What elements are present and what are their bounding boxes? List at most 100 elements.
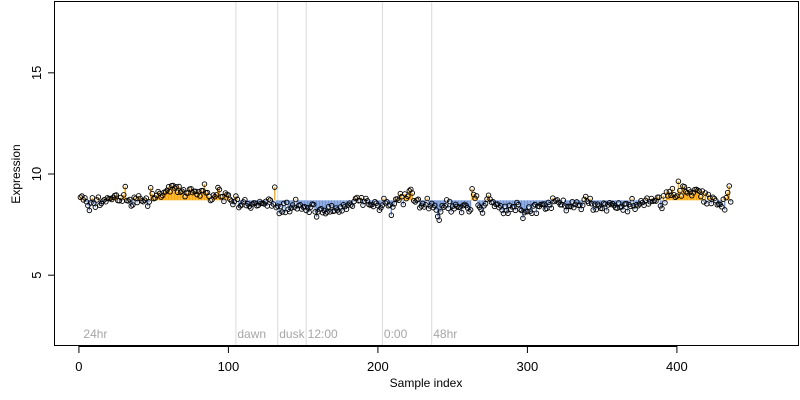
- data-point: [515, 201, 522, 208]
- data-point: [696, 188, 703, 194]
- data-point: [396, 197, 402, 204]
- y-tick-label: 15: [29, 66, 44, 80]
- plot-frame: [54, 1, 799, 346]
- data-point: [209, 196, 215, 203]
- data-point: [321, 207, 327, 214]
- data-point: [283, 199, 290, 206]
- data-point: [304, 204, 311, 211]
- data-point: [312, 209, 318, 215]
- data-point: [219, 193, 226, 200]
- data-point: [424, 195, 430, 202]
- data-point: [677, 187, 683, 194]
- data-point: [242, 196, 248, 203]
- data-point: [573, 199, 580, 205]
- data-point: [325, 204, 332, 210]
- data-point: [723, 194, 729, 201]
- data-point: [277, 203, 284, 210]
- y-axis-title: Expression: [9, 144, 23, 203]
- phase-label: 0:00: [384, 327, 408, 341]
- data-point: [433, 207, 439, 213]
- data-point: [436, 217, 442, 223]
- x-tick-label: 300: [517, 359, 539, 374]
- data-point: [116, 197, 123, 204]
- data-point: [394, 196, 401, 202]
- data-point: [457, 204, 463, 210]
- data-point: [189, 189, 196, 196]
- data-point: [126, 196, 133, 203]
- data-point: [158, 194, 164, 200]
- data-point: [159, 192, 166, 199]
- data-point: [310, 201, 317, 208]
- data-point: [684, 190, 691, 196]
- data-point: [88, 200, 94, 206]
- data-point: [176, 183, 182, 190]
- data-point: [86, 207, 93, 214]
- data-point: [288, 205, 294, 211]
- data-point: [469, 186, 475, 192]
- data-point: [415, 196, 422, 203]
- data-point: [726, 183, 732, 189]
- data-point: [129, 202, 136, 208]
- data-point: [588, 200, 595, 207]
- data-point: [690, 190, 697, 196]
- data-point: [400, 201, 407, 208]
- data-point: [216, 186, 223, 193]
- phase-labels: 24hr dawn dusk 12:00 0:00 48hr: [83, 327, 457, 341]
- data-point: [587, 195, 593, 202]
- data-point: [95, 194, 102, 200]
- y-tick-label: 5: [29, 272, 44, 279]
- data-point: [439, 202, 445, 209]
- data-point: [585, 200, 592, 206]
- data-point: [100, 198, 106, 204]
- data-point: [520, 215, 526, 222]
- data-point: [313, 214, 320, 220]
- data-point: [532, 201, 538, 208]
- data-point: [201, 181, 208, 187]
- data-point: [624, 208, 631, 215]
- x-axis-title: Sample index: [390, 376, 463, 390]
- data-point: [213, 192, 220, 198]
- data-point: [505, 210, 511, 217]
- data-point: [437, 209, 444, 215]
- data-point: [349, 203, 356, 209]
- data-point: [599, 205, 605, 212]
- data-point: [143, 195, 149, 201]
- data-point: [461, 201, 468, 208]
- data-point: [152, 195, 158, 201]
- data-point: [582, 193, 589, 200]
- data-point: [547, 202, 553, 208]
- phase-divider-lines: [235, 2, 433, 346]
- data-point: [533, 210, 540, 217]
- data-point: [147, 185, 154, 191]
- data-point: [306, 209, 312, 215]
- data-point: [672, 194, 679, 201]
- x-tick-label: 100: [218, 359, 240, 374]
- data-point: [233, 193, 239, 199]
- data-point: [179, 188, 185, 194]
- data-point: [445, 205, 451, 212]
- data-point: [710, 194, 716, 201]
- data-point: [669, 185, 676, 192]
- data-point: [443, 197, 450, 203]
- data-point: [140, 198, 146, 205]
- data-point: [167, 189, 173, 195]
- data-point: [708, 200, 715, 207]
- data-point: [234, 196, 241, 203]
- data-point: [689, 192, 695, 199]
- data-point: [388, 212, 395, 219]
- data-point: [89, 195, 96, 201]
- data-point: [678, 193, 685, 199]
- data-point: [623, 200, 629, 207]
- data-point: [590, 207, 596, 213]
- data-point: [671, 191, 677, 198]
- data-point: [668, 192, 674, 198]
- data-point: [146, 199, 152, 205]
- data-point: [629, 195, 635, 202]
- data-point: [378, 205, 384, 211]
- data-point: [192, 188, 199, 195]
- data-point: [276, 210, 282, 217]
- data-point: [173, 183, 179, 190]
- data-point: [391, 200, 398, 207]
- phase-label: dawn: [237, 327, 266, 341]
